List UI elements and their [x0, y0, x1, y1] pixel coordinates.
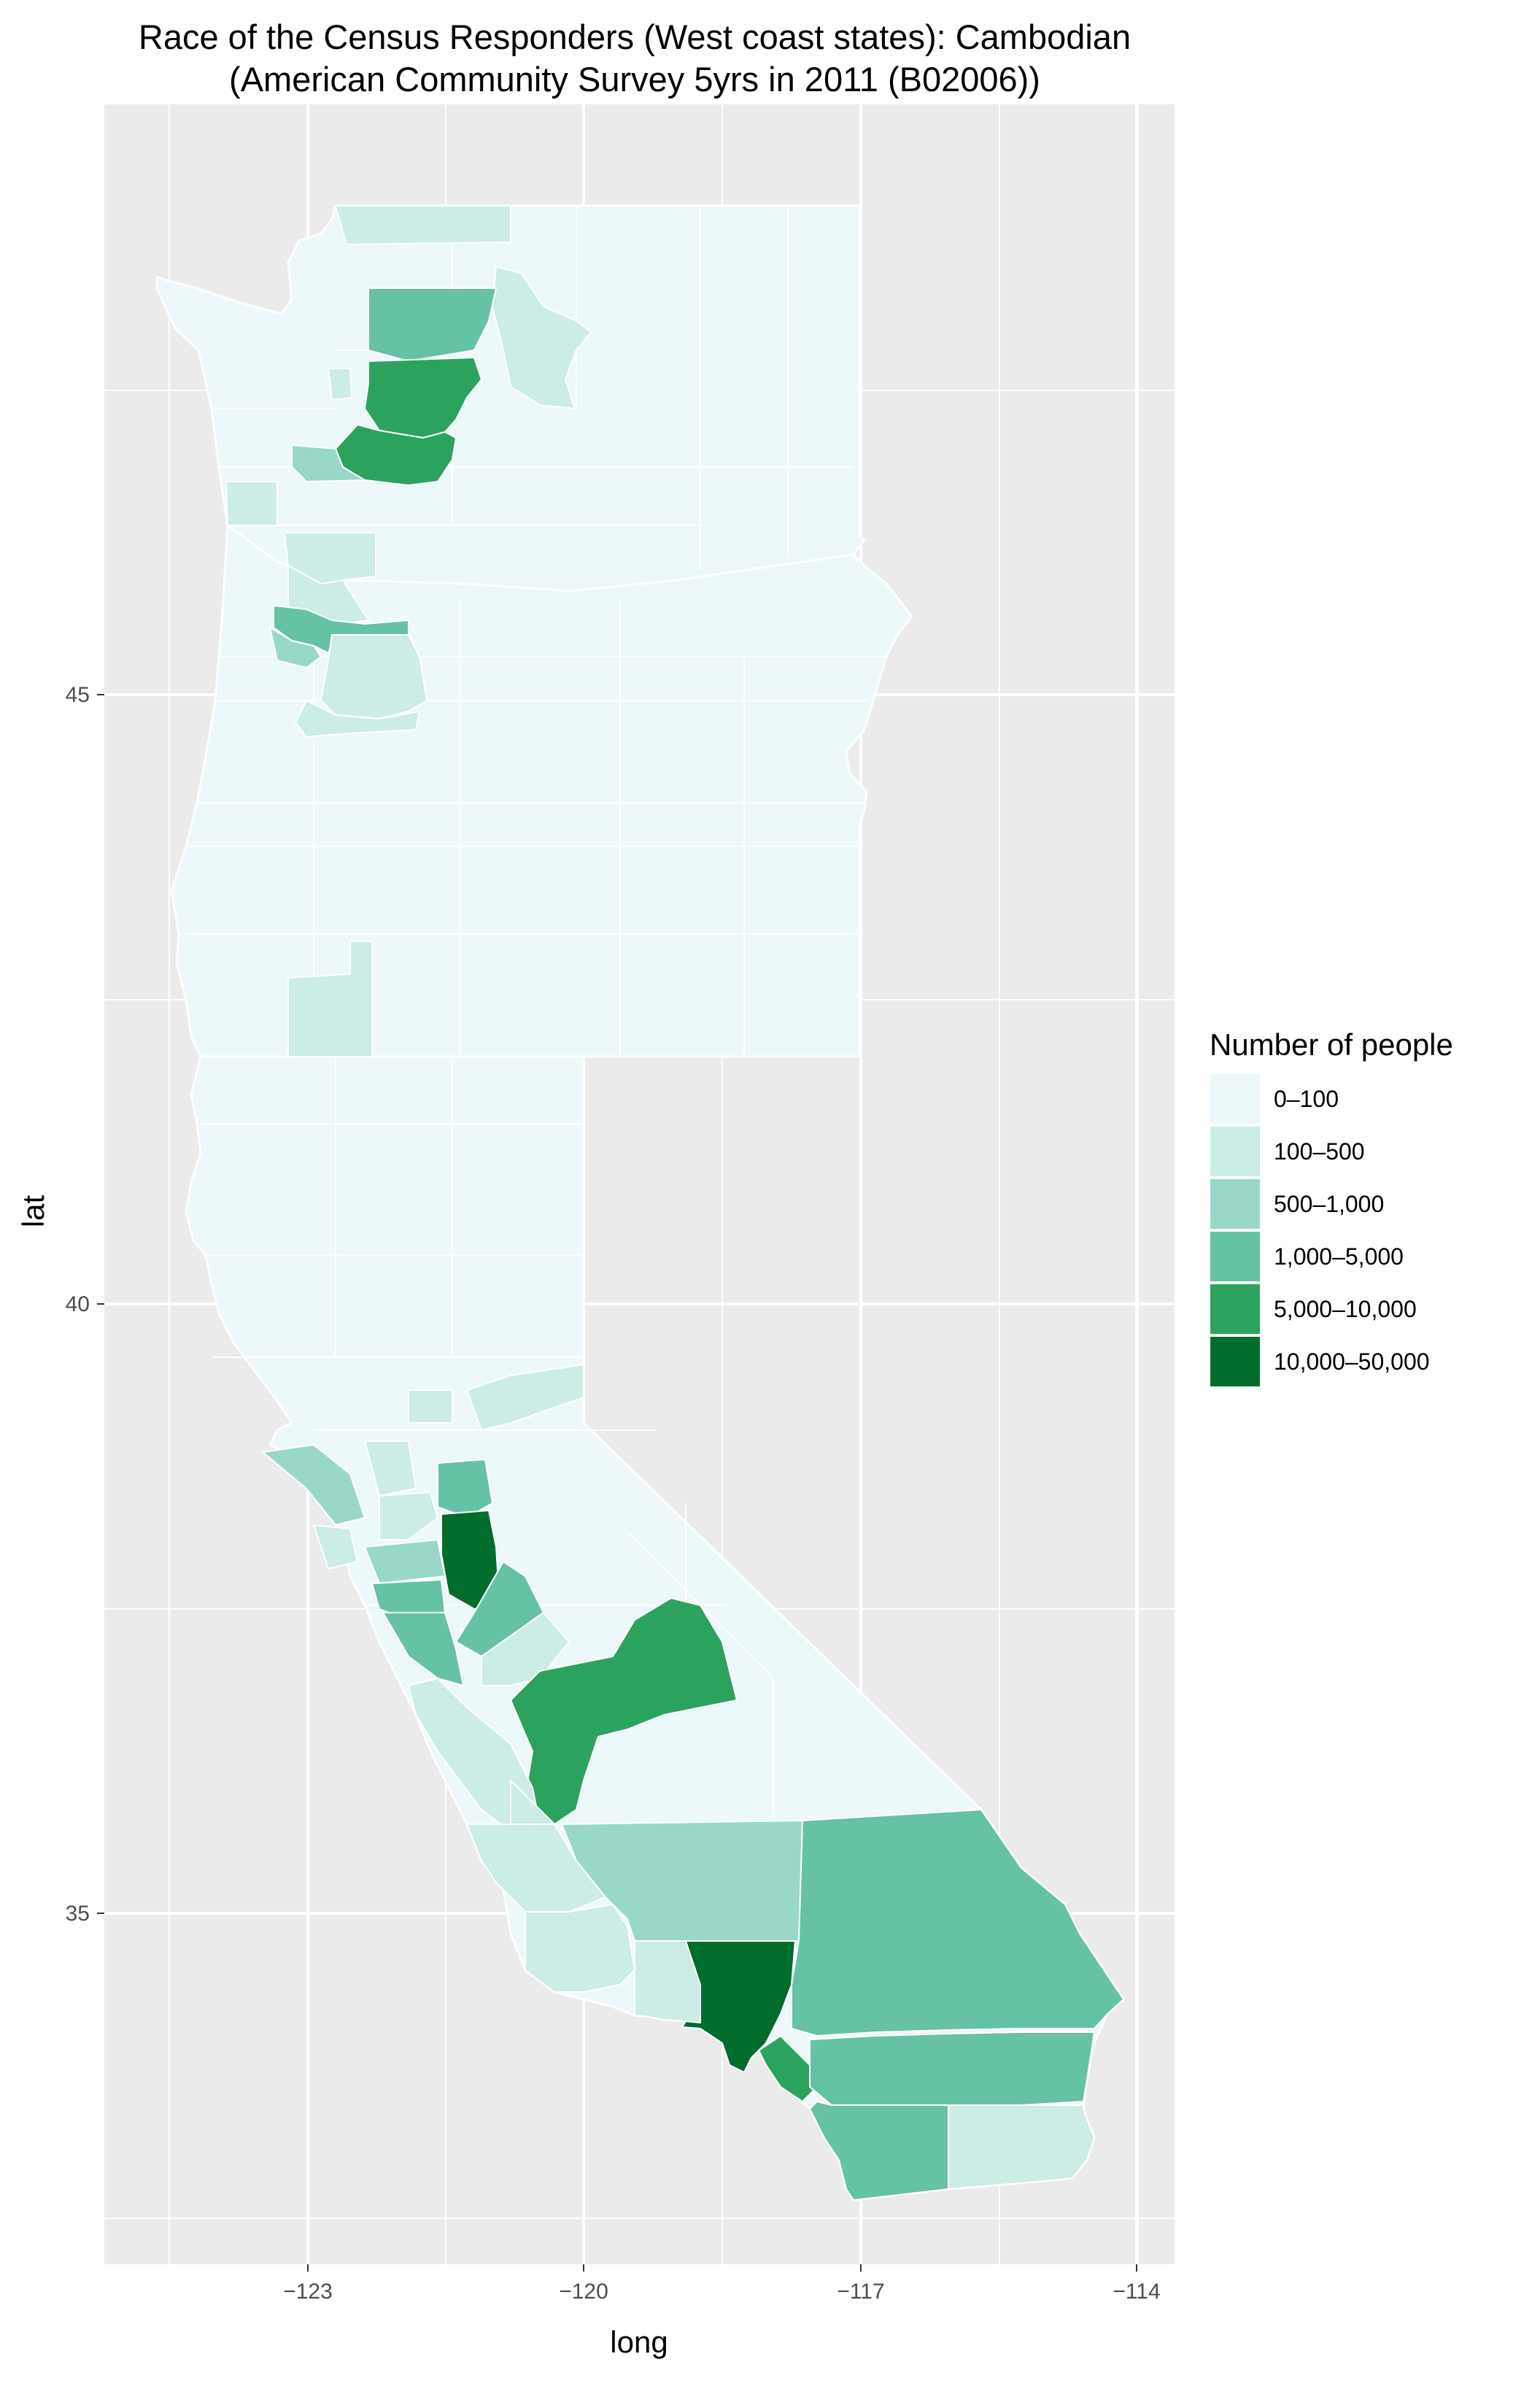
- legend-item: 1,000–5,000: [1210, 1230, 1516, 1283]
- county-san-diego: [809, 2101, 949, 2201]
- county-snohomish: [368, 288, 497, 362]
- county-solano: [379, 1492, 438, 1540]
- county-fills: [225, 205, 1124, 2201]
- y-tick-label: 35: [66, 1902, 90, 1926]
- county-orange: [758, 2035, 818, 2102]
- county-santa-clara: [382, 1612, 464, 1686]
- county-washington-or: [269, 627, 322, 668]
- y-tick-label: 40: [66, 1292, 90, 1316]
- county-whatcom: [335, 205, 511, 245]
- legend-title: Number of people: [1210, 1027, 1453, 1062]
- legend-label: 100–500: [1274, 1138, 1365, 1165]
- county-imperial: [948, 2104, 1095, 2190]
- legend-item: 5,000–10,000: [1210, 1283, 1516, 1335]
- legend-swatch: [1210, 1126, 1261, 1177]
- county-san-bernardino: [791, 1809, 1124, 2037]
- y-axis-title: lat: [16, 1195, 50, 1227]
- legend-label: 1,000–5,000: [1274, 1243, 1404, 1270]
- state-oregon: [170, 524, 913, 1058]
- county-riverside: [809, 2031, 1095, 2106]
- legend-label: 0–100: [1274, 1085, 1339, 1112]
- county-marin: [313, 1524, 358, 1570]
- county-yolo: [408, 1389, 453, 1424]
- x-tick-label: −117: [837, 2280, 884, 2304]
- legend-item: 100–500: [1210, 1125, 1516, 1178]
- legend-label: 5,000–10,000: [1274, 1295, 1417, 1322]
- legend-label: 10,000–50,000: [1274, 1348, 1430, 1375]
- x-axis-tick-labels: −123 −120 −117 −114: [283, 2280, 1160, 2304]
- chart-title: Race of the Census Responders (West coas…: [0, 16, 1269, 101]
- legend-swatch: [1210, 1284, 1261, 1335]
- county-napa: [364, 1440, 417, 1497]
- county-grays-harbor: [225, 481, 278, 526]
- legend-swatch: [1210, 1178, 1261, 1230]
- legend-item: 0–100: [1210, 1073, 1516, 1125]
- x-tick-label: −114: [1113, 2280, 1160, 2304]
- x-tick-label: −120: [559, 2280, 608, 2304]
- y-axis-tick-labels: 45 40 35: [66, 683, 90, 1926]
- legend-swatch: [1210, 1231, 1261, 1282]
- chart-title-line2: (American Community Survey 5yrs in 2011 …: [229, 60, 1040, 99]
- legend: Number of people 0–100 100–500 500–1,000…: [1210, 1026, 1516, 1388]
- county-los-angeles: [681, 1940, 796, 2073]
- county-kitsap: [328, 368, 352, 401]
- legend-swatch: [1210, 1336, 1261, 1387]
- county-placer: [466, 1364, 584, 1431]
- x-tick-label: −123: [283, 2280, 333, 2304]
- county-contra-costa: [364, 1539, 446, 1584]
- axis-ticks: [97, 694, 1137, 2272]
- legend-item: 500–1,000: [1210, 1178, 1516, 1230]
- y-tick-label: 45: [66, 683, 90, 707]
- county-marion: [295, 700, 420, 738]
- county-santa-barbara: [525, 1904, 635, 1993]
- legend-swatch: [1210, 1073, 1261, 1124]
- legend-item: 10,000–50,000: [1210, 1335, 1516, 1388]
- chart-title-line1: Race of the Census Responders (West coas…: [138, 18, 1131, 56]
- county-clackamas: [320, 634, 428, 719]
- county-lane: [287, 941, 373, 1057]
- legend-label: 500–1,000: [1274, 1190, 1385, 1217]
- x-axis-title: long: [610, 2325, 668, 2359]
- county-sonoma: [262, 1444, 365, 1526]
- county-thurston: [291, 444, 365, 482]
- county-okanogan: [492, 266, 592, 409]
